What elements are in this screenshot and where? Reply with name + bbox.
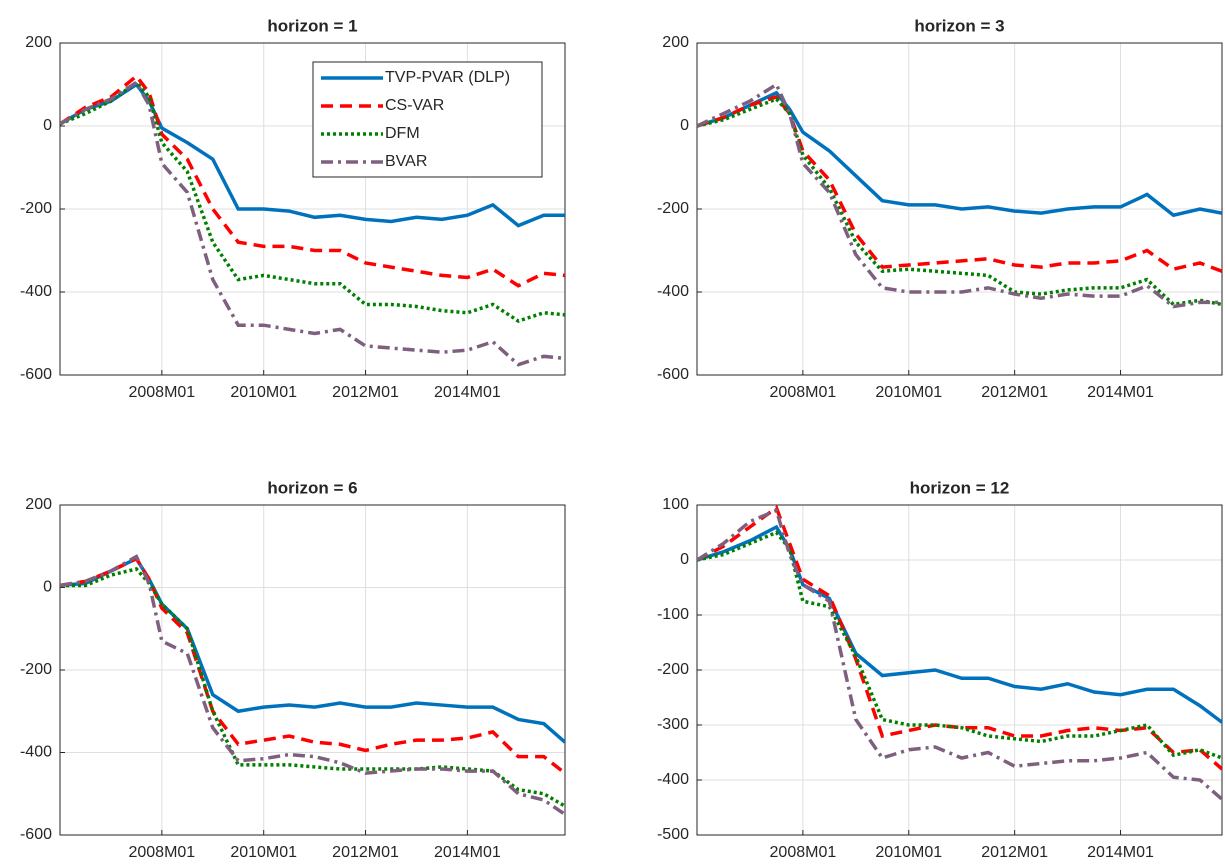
legend-label: BVAR bbox=[385, 153, 427, 170]
x-tick-label: 2008M01 bbox=[128, 384, 195, 401]
series-line bbox=[697, 94, 1222, 273]
series-line bbox=[697, 96, 1222, 307]
chart-title: horizon = 12 bbox=[910, 478, 1010, 497]
plot-frame bbox=[59, 504, 566, 836]
x-tick-label: 2014M01 bbox=[434, 384, 501, 401]
y-tick-label: 100 bbox=[662, 496, 689, 513]
y-tick-label: -100 bbox=[657, 606, 689, 623]
series-line bbox=[697, 505, 1222, 771]
series-line bbox=[697, 530, 1222, 760]
y-tick-label: -200 bbox=[657, 661, 689, 678]
y-tick-label: -200 bbox=[20, 661, 52, 678]
y-tick-label: -400 bbox=[20, 744, 52, 761]
legend-label: DFM bbox=[385, 125, 420, 142]
panel: horizon = 3 -600 -400 -200 0 200 2008M01 2010M0… bbox=[657, 16, 1223, 401]
legend-label: CS-VAR bbox=[385, 97, 444, 114]
plot-frame bbox=[696, 42, 1223, 376]
y-tick-label: -600 bbox=[20, 826, 52, 843]
series-line bbox=[60, 556, 565, 744]
x-tick-label: 2010M01 bbox=[875, 384, 942, 401]
panel: horizon = 12 -500 -400 -300 -200 -100 0 100 2008… bbox=[657, 478, 1223, 861]
series-line bbox=[60, 73, 565, 288]
series-line bbox=[60, 79, 565, 367]
chart-title: horizon = 3 bbox=[914, 16, 1004, 35]
x-tick-label: 2012M01 bbox=[981, 384, 1048, 401]
series-line bbox=[697, 508, 1222, 801]
x-tick-label: 2014M01 bbox=[1087, 384, 1154, 401]
y-tick-label: 200 bbox=[25, 34, 52, 51]
y-tick-label: 0 bbox=[680, 551, 689, 568]
y-tick-label: 200 bbox=[662, 34, 689, 51]
plot-frame bbox=[59, 42, 566, 376]
chart-title: horizon = 1 bbox=[267, 16, 357, 35]
series-line bbox=[697, 524, 1222, 724]
legend-box bbox=[312, 61, 543, 178]
panel: horizon = 6 -600 -400 -200 0 200 2008M01 2010M0… bbox=[20, 478, 566, 861]
series-line bbox=[60, 554, 565, 816]
series-line bbox=[697, 90, 1222, 218]
x-tick-label: 2010M01 bbox=[230, 384, 297, 401]
x-tick-label: 2014M01 bbox=[434, 844, 501, 861]
y-tick-label: -300 bbox=[657, 716, 689, 733]
legend-label: TVP-PVAR (DLP) bbox=[385, 69, 510, 86]
series-line bbox=[60, 82, 565, 228]
x-tick-label: 2008M01 bbox=[128, 844, 195, 861]
y-tick-label: 0 bbox=[680, 117, 689, 134]
plot-frame bbox=[696, 504, 1223, 836]
y-tick-label: 0 bbox=[43, 579, 52, 596]
x-tick-label: 2010M01 bbox=[875, 844, 942, 861]
y-tick-label: 0 bbox=[43, 117, 52, 134]
series-line bbox=[697, 81, 1222, 309]
series-line bbox=[60, 566, 565, 808]
y-tick-label: -500 bbox=[657, 826, 689, 843]
x-tick-label: 2008M01 bbox=[770, 384, 837, 401]
panel: horizon = 1 -600 -400 -200 0 200 2008M01 2010M0… bbox=[20, 16, 566, 401]
y-tick-label: -200 bbox=[20, 200, 52, 217]
chart-title: horizon = 6 bbox=[267, 478, 357, 497]
y-tick-label: -400 bbox=[657, 283, 689, 300]
x-tick-label: 2012M01 bbox=[981, 844, 1048, 861]
series-line bbox=[60, 556, 565, 775]
y-tick-label: 200 bbox=[25, 496, 52, 513]
x-tick-label: 2010M01 bbox=[230, 844, 297, 861]
y-tick-label: -600 bbox=[20, 366, 52, 383]
y-tick-label: -200 bbox=[657, 200, 689, 217]
x-tick-label: 2012M01 bbox=[332, 384, 399, 401]
y-tick-label: -400 bbox=[20, 283, 52, 300]
x-tick-label: 2008M01 bbox=[770, 844, 837, 861]
y-tick-label: -400 bbox=[657, 771, 689, 788]
x-tick-label: 2014M01 bbox=[1087, 844, 1154, 861]
y-tick-label: -600 bbox=[657, 366, 689, 383]
x-tick-label: 2012M01 bbox=[332, 844, 399, 861]
series-line bbox=[60, 80, 565, 323]
